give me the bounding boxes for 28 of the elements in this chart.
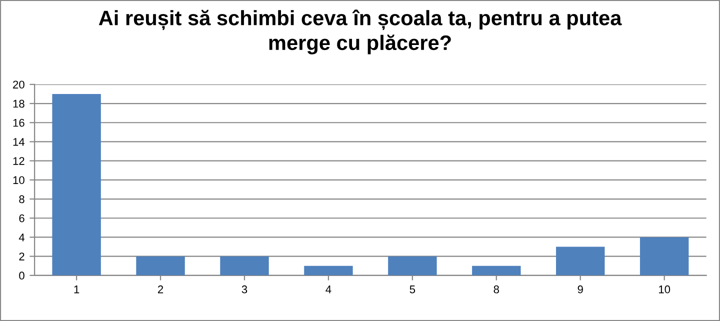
y-tick-label: 8 (19, 195, 24, 204)
x-tick-label: 4 (326, 286, 332, 294)
bar (304, 266, 353, 276)
bar (220, 256, 269, 276)
x-tick-label: 10 (659, 285, 670, 294)
y-tick-label: 14 (13, 138, 25, 146)
y-tick-label: 20 (13, 80, 24, 89)
bar (556, 246, 605, 276)
bar (136, 256, 185, 276)
x-tick-label: 3 (242, 285, 248, 294)
x-tick-label: 8 (494, 285, 499, 294)
y-tick-label: 10 (13, 176, 24, 184)
x-tick-label: 5 (410, 286, 416, 294)
bar (472, 266, 521, 276)
bar (52, 94, 101, 276)
x-tick-label: 9 (578, 285, 583, 294)
bar (640, 237, 689, 276)
y-tick-label: 12 (13, 157, 24, 165)
y-tick-label: 4 (18, 234, 25, 242)
y-tick-label: 2 (19, 252, 24, 260)
chart-title: Ai reușit să schimbi ceva în școala ta, pentru a putea merge cu plăcere? (98, 10, 622, 54)
x-tick-label: 1 (74, 286, 80, 294)
x-tick-label: 2 (158, 285, 164, 294)
y-tick-label: 0 (19, 272, 24, 280)
y-tick-label: 6 (19, 214, 24, 222)
y-tick-label: 16 (13, 118, 24, 127)
y-tick-label: 18 (13, 100, 24, 108)
bar (388, 256, 437, 276)
